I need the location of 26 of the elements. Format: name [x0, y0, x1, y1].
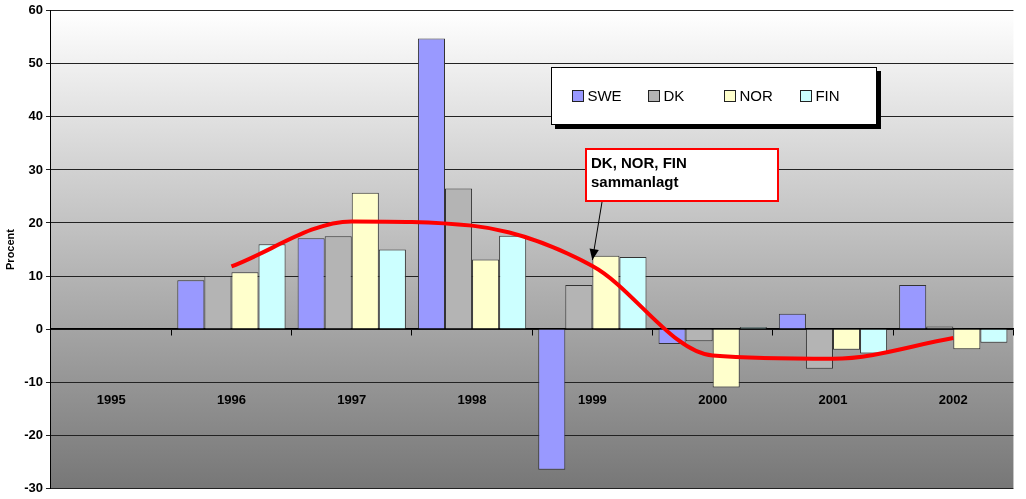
legend-label: SWE — [587, 87, 622, 105]
x-tick-label: 1998 — [457, 392, 487, 408]
line-series — [229, 219, 956, 361]
y-tick-label: 30 — [28, 161, 43, 177]
y-tick-label: -10 — [24, 373, 43, 389]
x-tick-label: 2001 — [818, 392, 848, 408]
y-tick-label: 20 — [28, 214, 43, 230]
y-axis-title: Procent — [3, 228, 16, 270]
legend-label: NOR — [739, 87, 773, 105]
y-tick-label: 0 — [35, 320, 43, 336]
annotation: DK, NOR, FIN sammanlagt — [591, 153, 688, 191]
x-tick-label: 1995 — [96, 392, 126, 408]
x-tick-label: 1996 — [216, 392, 246, 408]
legend-label: FIN — [815, 87, 840, 105]
x-tick-label: 1999 — [577, 392, 607, 408]
y-tick-label: 10 — [28, 267, 43, 283]
x-tick-label: 2002 — [938, 392, 968, 408]
legend-label: DK — [663, 87, 685, 105]
x-tick-label: 1997 — [337, 392, 367, 408]
y-tick-label: -20 — [24, 426, 43, 442]
x-tick-label: 2000 — [698, 392, 728, 408]
y-tick-label: 40 — [28, 108, 43, 124]
callout-box: DK, NOR, FIN sammanlagt — [585, 148, 779, 202]
y-tick-label: -30 — [24, 479, 43, 495]
y-tick-label: 60 — [28, 2, 43, 18]
y-tick-label: 50 — [28, 55, 43, 71]
